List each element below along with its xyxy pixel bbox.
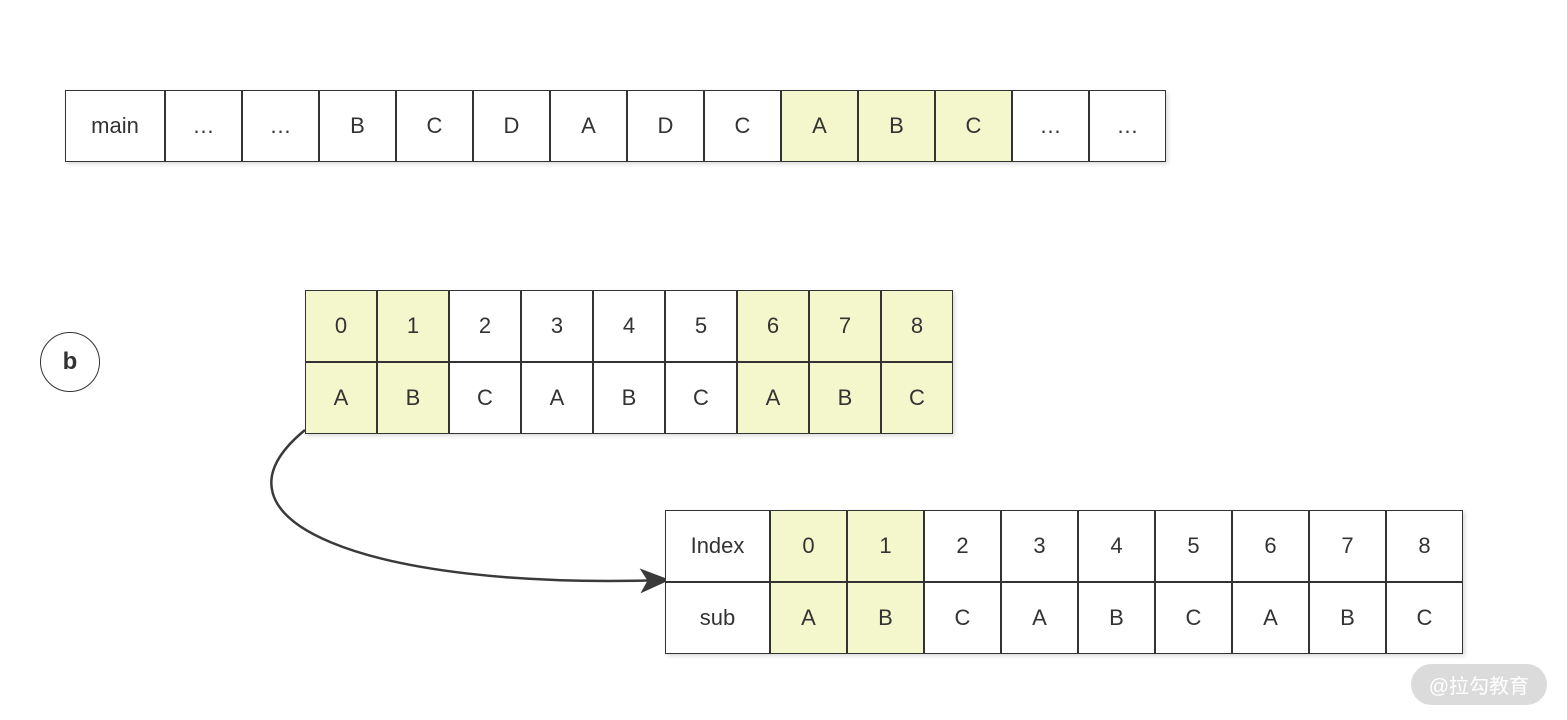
b-value-cell-1: B	[377, 362, 449, 434]
sub-index-cell-8: 8	[1386, 510, 1463, 582]
b-index-cell-2: 2	[449, 290, 521, 362]
sub-value-cell-7: B	[1309, 582, 1386, 654]
main-array-row: main……BCDADCABC……	[65, 90, 1166, 162]
main-cell-7: D	[627, 90, 704, 162]
sub-value-cell-4: B	[1078, 582, 1155, 654]
sub-index-label: Index	[665, 510, 770, 582]
main-cell-5: D	[473, 90, 550, 162]
sub-value-cell-0: A	[770, 582, 847, 654]
sub-index-cell-6: 6	[1232, 510, 1309, 582]
main-cell-0: main	[65, 90, 165, 162]
main-cell-8: C	[704, 90, 781, 162]
sub-index-cell-0: 0	[770, 510, 847, 582]
b-index-cell-4: 4	[593, 290, 665, 362]
main-cell-4: C	[396, 90, 473, 162]
main-cell-2: …	[242, 90, 319, 162]
sub-value-cell-8: C	[1386, 582, 1463, 654]
b-value-cell-0: A	[305, 362, 377, 434]
sub-value-cell-2: C	[924, 582, 1001, 654]
sub-value-cell-1: B	[847, 582, 924, 654]
b-value-cell-7: B	[809, 362, 881, 434]
b-index-cell-1: 1	[377, 290, 449, 362]
watermark-badge: @拉勾教育	[1411, 664, 1547, 705]
b-index-cell-5: 5	[665, 290, 737, 362]
main-cell-12: …	[1012, 90, 1089, 162]
b-index-cell-7: 7	[809, 290, 881, 362]
b-index-cell-3: 3	[521, 290, 593, 362]
main-cell-6: A	[550, 90, 627, 162]
b-index-cell-8: 8	[881, 290, 953, 362]
sub-index-cell-5: 5	[1155, 510, 1232, 582]
main-cell-11: C	[935, 90, 1012, 162]
b-value-cell-3: A	[521, 362, 593, 434]
circle-label: b	[63, 348, 78, 376]
b-value-cell-2: C	[449, 362, 521, 434]
sub-index-cell-4: 4	[1078, 510, 1155, 582]
b-table-value-row: ABCABCABC	[305, 362, 953, 434]
b-value-cell-6: A	[737, 362, 809, 434]
sub-index-cell-2: 2	[924, 510, 1001, 582]
main-cell-10: B	[858, 90, 935, 162]
main-cell-1: …	[165, 90, 242, 162]
main-cell-9: A	[781, 90, 858, 162]
sub-value-cell-3: A	[1001, 582, 1078, 654]
sub-value-label: sub	[665, 582, 770, 654]
b-index-cell-0: 0	[305, 290, 377, 362]
sub-value-cell-5: C	[1155, 582, 1232, 654]
sub-index-cell-3: 3	[1001, 510, 1078, 582]
b-index-cell-6: 6	[737, 290, 809, 362]
b-value-cell-8: C	[881, 362, 953, 434]
b-value-cell-5: C	[665, 362, 737, 434]
sub-value-cell-6: A	[1232, 582, 1309, 654]
b-table-index-row: 012345678	[305, 290, 953, 362]
label-circle-b: b	[40, 332, 100, 392]
sub-table-index-row: Index012345678	[665, 510, 1463, 582]
main-cell-3: B	[319, 90, 396, 162]
sub-table-value-row: subABCABCABC	[665, 582, 1463, 654]
b-value-cell-4: B	[593, 362, 665, 434]
sub-index-cell-7: 7	[1309, 510, 1386, 582]
sub-index-cell-1: 1	[847, 510, 924, 582]
main-cell-13: …	[1089, 90, 1166, 162]
